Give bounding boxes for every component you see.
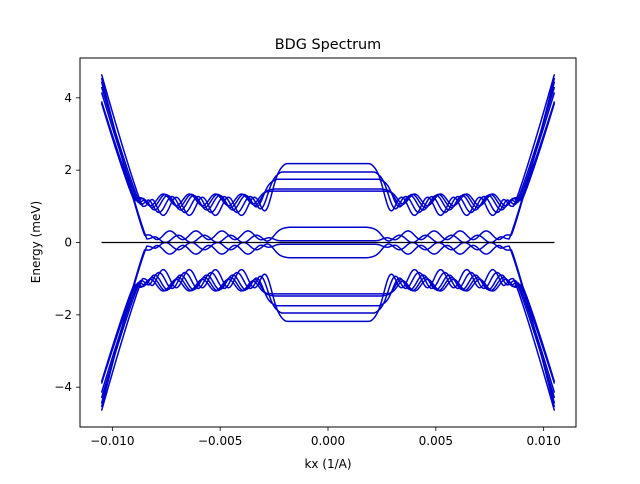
y-tick-label: −4	[54, 380, 72, 394]
band-line-7-negative	[100, 243, 556, 408]
y-tick-label: −2	[54, 308, 72, 322]
x-tick-label: −0.005	[198, 434, 242, 448]
y-axis-label: Energy (meV)	[29, 201, 43, 283]
band-line-7-positive	[100, 77, 556, 242]
band-line-5-negative	[100, 278, 556, 382]
x-tick-label: 0.005	[419, 434, 453, 448]
x-tick-label: 0.010	[526, 434, 560, 448]
band-line-4-positive	[100, 101, 556, 209]
x-axis-label: kx (1/A)	[304, 457, 351, 471]
band-line-1-negative	[100, 268, 556, 411]
y-axis-ticks: −4 −2 0 2 4	[54, 91, 80, 394]
band-line-5-positive	[100, 103, 556, 207]
y-tick-label: 4	[64, 91, 72, 105]
bands-layer	[100, 74, 556, 411]
x-tick-label: −0.010	[90, 434, 134, 448]
band-line-2-positive	[100, 86, 556, 214]
y-tick-label: 0	[64, 236, 72, 250]
band-line-2-negative	[100, 271, 556, 399]
y-tick-label: 2	[64, 163, 72, 177]
x-axis-ticks: −0.010 −0.005 0.000 0.005 0.010	[90, 427, 561, 448]
chart-title: BDG Spectrum	[275, 37, 381, 53]
band-line-1-positive	[100, 74, 556, 217]
band-line-4-negative	[100, 276, 556, 384]
x-tick-label: 0.000	[311, 434, 345, 448]
